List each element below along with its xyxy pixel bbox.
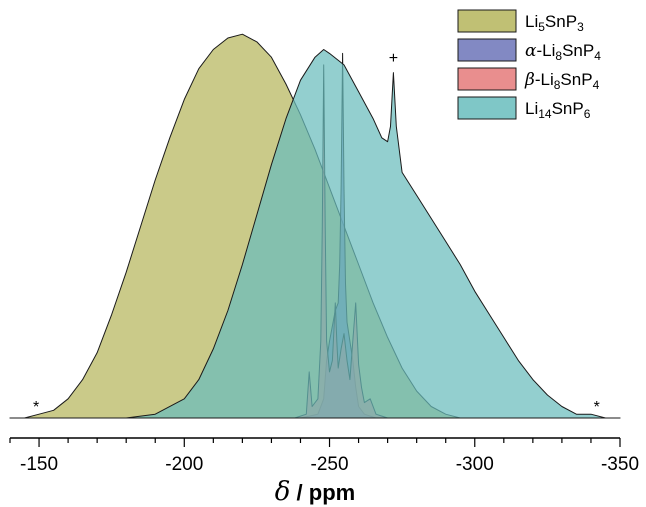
spinning-sideband-marker: * bbox=[594, 399, 600, 416]
x-tick-label: -150 bbox=[20, 454, 58, 475]
x-axis: -150 -200 -250 -300 -350 bbox=[9, 437, 639, 475]
legend: Li5​SnP3​ α-Li8​SnP4​ β-Li8​SnP4​ Li14​SnP6… bbox=[457, 9, 601, 121]
x-axis-title: δ / ppm bbox=[275, 477, 355, 507]
legend-label-li8snp4: α-Li8​SnP4​ bbox=[525, 41, 601, 63]
legend-label-li5snp3: Li5​SnP3​ bbox=[525, 12, 584, 34]
legend-swatch-li14snp6 bbox=[457, 96, 517, 120]
impurity-marker: + bbox=[389, 50, 398, 67]
legend-swatch-li8snp4 bbox=[457, 67, 517, 91]
legend-label-li14snp6: Li14​SnP6​ bbox=[525, 99, 591, 121]
x-tick-label: -300 bbox=[456, 454, 494, 475]
spinning-sideband-marker: * bbox=[33, 399, 39, 416]
series-area-li14snp6 bbox=[9, 49, 621, 419]
legend-swatch-li5snp3 bbox=[457, 9, 517, 33]
x-tick-label: -200 bbox=[165, 454, 203, 475]
x-tick-label: -250 bbox=[311, 454, 349, 475]
legend-swatch-li8snp4 bbox=[457, 38, 517, 62]
plot-area bbox=[9, 33, 621, 419]
x-tick-label: -350 bbox=[601, 454, 639, 475]
peak-annotations: * + * bbox=[33, 50, 600, 416]
legend-label-li8snp4: β-Li8​SnP4​ bbox=[524, 70, 600, 92]
